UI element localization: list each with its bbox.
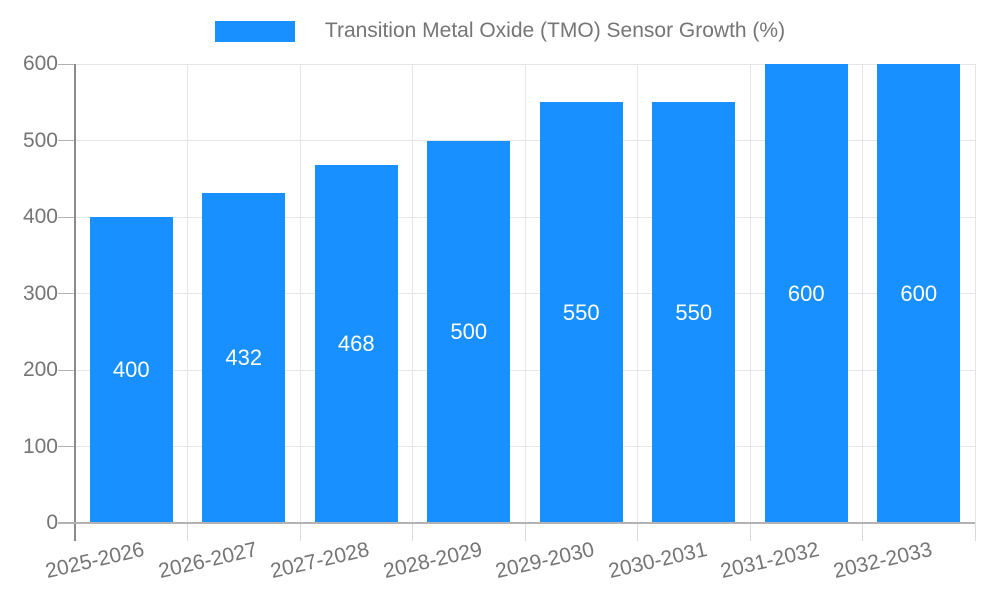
bar-value-label: 600: [900, 280, 938, 306]
x-gridline: [862, 64, 863, 523]
y-axis-line: [73, 64, 76, 541]
y-axis-tick: [58, 369, 75, 371]
y-axis-tick: [58, 63, 75, 65]
x-gridline: [412, 64, 413, 523]
x-axis-tick: [637, 523, 638, 541]
y-tick-label: 500: [22, 128, 58, 152]
bar[interactable]: [202, 192, 286, 523]
legend-label: Transition Metal Oxide (TMO) Sensor Grow…: [324, 19, 786, 42]
y-tick-label: 0: [46, 511, 58, 534]
x-gridline: [637, 64, 638, 523]
bar[interactable]: [427, 140, 511, 523]
bar[interactable]: [314, 164, 398, 523]
x-axis-tick: [749, 523, 751, 541]
y-axis-tick: [58, 216, 75, 218]
y-tick-label: 100: [22, 434, 58, 458]
y-tick-label: 200: [22, 358, 58, 381]
bar[interactable]: [652, 102, 736, 523]
bar[interactable]: [764, 64, 848, 523]
x-gridline: [524, 64, 526, 523]
y-axis-tick: [58, 446, 75, 447]
x-gridline: [749, 64, 751, 523]
bar-value-label: 600: [787, 280, 825, 306]
x-axis-tick: [862, 523, 863, 541]
x-axis-tick: [412, 523, 413, 541]
bar-value-label: 550: [675, 299, 713, 325]
x-gridline: [299, 64, 301, 523]
y-axis-tick: [58, 293, 75, 294]
x-axis-tick: [524, 523, 526, 541]
x-axis-tick: [299, 523, 301, 541]
y-axis-tick: [58, 140, 75, 141]
legend: Transition Metal Oxide (TMO) Sensor Grow…: [0, 15, 1000, 47]
y-tick-label: 400: [22, 205, 58, 228]
bar[interactable]: [539, 102, 623, 523]
bar-value-label: 432: [225, 344, 263, 370]
x-gridline: [187, 64, 188, 523]
bar-value-label: 500: [450, 318, 488, 344]
legend-swatch: [214, 20, 295, 42]
x-axis-tick: [974, 523, 976, 541]
y-tick-label: 600: [22, 52, 58, 75]
x-axis-baseline: [58, 522, 975, 524]
bar[interactable]: [89, 217, 173, 523]
bar-value-label: 400: [112, 357, 150, 382]
x-gridline: [974, 64, 976, 523]
bar[interactable]: [877, 64, 961, 523]
x-axis-tick: [187, 523, 188, 541]
bar-value-label: 550: [562, 299, 600, 325]
y-tick-label: 300: [22, 281, 58, 305]
bar-value-label: 468: [337, 330, 375, 356]
